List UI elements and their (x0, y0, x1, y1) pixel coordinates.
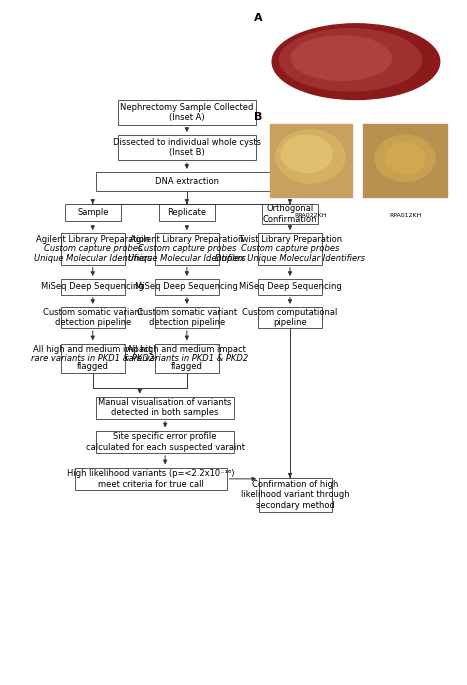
Text: Custom capture probes: Custom capture probes (241, 245, 339, 253)
Text: Orthogonal
Confirmation: Orthogonal Confirmation (263, 204, 317, 224)
Text: Sample: Sample (77, 208, 108, 217)
Text: Confirmation of high
likelihood variant through
secondary method: Confirmation of high likelihood variant … (241, 479, 350, 510)
Text: Agilent Library Preparation: Agilent Library Preparation (130, 235, 244, 244)
FancyBboxPatch shape (96, 431, 234, 453)
FancyBboxPatch shape (155, 279, 219, 295)
Text: Agilent Library Preparation: Agilent Library Preparation (36, 235, 149, 244)
Ellipse shape (281, 135, 333, 173)
Text: MiSeq Deep Sequencing: MiSeq Deep Sequencing (42, 282, 144, 291)
Text: Custom capture probes: Custom capture probes (138, 245, 236, 253)
Ellipse shape (385, 142, 425, 174)
Text: DNA extraction: DNA extraction (155, 177, 219, 186)
Ellipse shape (279, 29, 422, 91)
FancyBboxPatch shape (155, 233, 219, 264)
Text: flagged: flagged (171, 362, 203, 371)
Text: Site specific error profile
calculated for each suspected varaint: Site specific error profile calculated f… (85, 432, 245, 451)
FancyBboxPatch shape (96, 397, 234, 419)
Text: High likelihood variants (p=<2.2x10⁻¹⁶)
meet criteria for true call: High likelihood variants (p=<2.2x10⁻¹⁶) … (67, 469, 234, 488)
Text: Replicate: Replicate (167, 208, 206, 217)
Bar (363, 123, 447, 197)
FancyBboxPatch shape (61, 307, 125, 328)
Text: MiSeq Deep Sequencing: MiSeq Deep Sequencing (135, 282, 238, 291)
Text: B: B (254, 112, 262, 122)
Text: Custom somatic variant
detection pipeline: Custom somatic variant detection pipelin… (137, 308, 237, 327)
FancyBboxPatch shape (61, 233, 125, 264)
Text: rare variants in PKD1 & PKD2: rare variants in PKD1 & PKD2 (125, 353, 248, 362)
Text: A: A (254, 13, 262, 23)
Text: Dissected to individual whole cysts
(Inset B): Dissected to individual whole cysts (Ins… (113, 138, 261, 158)
FancyBboxPatch shape (61, 279, 125, 295)
Text: Unique Molecular Identifiers: Unique Molecular Identifiers (128, 254, 246, 263)
Text: Twist Library Preparation: Twist Library Preparation (238, 235, 342, 244)
FancyBboxPatch shape (96, 172, 277, 191)
FancyBboxPatch shape (155, 307, 219, 328)
Text: Nephrectomy Sample Collected
(Inset A): Nephrectomy Sample Collected (Inset A) (120, 103, 254, 123)
FancyBboxPatch shape (258, 279, 322, 295)
Text: MiSeq Deep Sequencing: MiSeq Deep Sequencing (239, 282, 341, 291)
Text: Manual visualisation of variants
detected in both samples: Manual visualisation of variants detecte… (99, 398, 232, 417)
FancyBboxPatch shape (258, 233, 322, 264)
Bar (270, 123, 352, 197)
FancyBboxPatch shape (258, 307, 322, 328)
Text: All high and medium impact: All high and medium impact (127, 345, 246, 353)
Text: RPA022KH: RPA022KH (294, 212, 326, 218)
FancyBboxPatch shape (65, 204, 121, 221)
FancyBboxPatch shape (75, 468, 226, 490)
Ellipse shape (291, 36, 391, 80)
Text: Custom capture probes: Custom capture probes (43, 245, 142, 253)
FancyBboxPatch shape (159, 204, 215, 221)
Text: rare variants in PKD1 & PKD2: rare variants in PKD1 & PKD2 (31, 353, 155, 362)
Text: Duplex Unique Molecular Identifiers: Duplex Unique Molecular Identifiers (215, 254, 365, 263)
Ellipse shape (272, 24, 440, 99)
Text: Custom somatic variant
detection pipeline: Custom somatic variant detection pipelin… (42, 308, 143, 327)
Ellipse shape (276, 130, 345, 184)
Text: Unique Molecular Identifiers: Unique Molecular Identifiers (34, 254, 152, 263)
FancyBboxPatch shape (262, 204, 318, 224)
FancyBboxPatch shape (61, 344, 125, 373)
Text: Custom computational
pipeline: Custom computational pipeline (242, 308, 338, 327)
Text: RPA012KH: RPA012KH (389, 212, 421, 218)
FancyBboxPatch shape (155, 344, 219, 373)
Text: All high and medium impact: All high and medium impact (33, 345, 152, 353)
Ellipse shape (375, 135, 435, 182)
FancyBboxPatch shape (259, 477, 332, 512)
Text: flagged: flagged (77, 362, 109, 371)
FancyBboxPatch shape (118, 135, 255, 160)
FancyBboxPatch shape (118, 100, 255, 125)
